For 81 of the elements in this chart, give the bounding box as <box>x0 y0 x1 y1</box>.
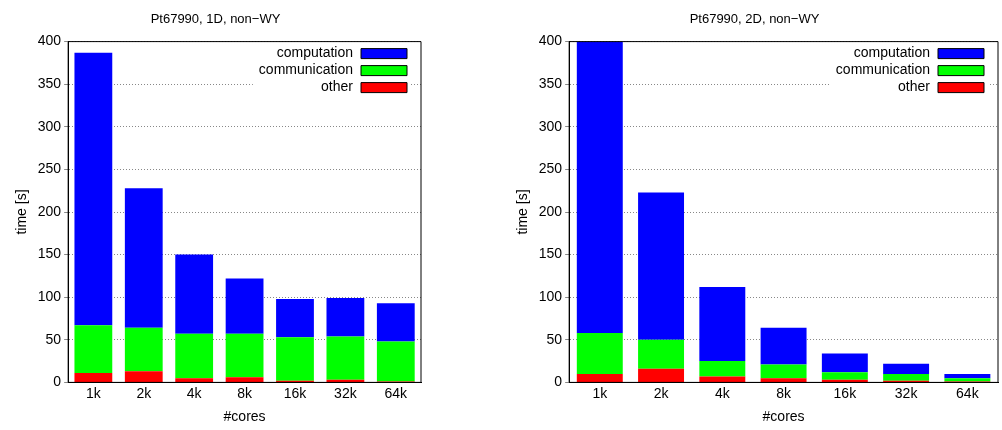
legend-label: communication <box>835 61 930 78</box>
y-tick-label: 300 <box>37 117 62 134</box>
bar <box>124 188 163 328</box>
bar <box>376 341 415 382</box>
y-tick-label: 100 <box>37 288 62 305</box>
y-tick-label: 250 <box>538 160 563 177</box>
y-tick-label: 400 <box>37 32 62 49</box>
bar <box>175 254 214 334</box>
x-tick-label: 8k <box>237 384 253 401</box>
chart-title: Pt67990, 1D, non−WY <box>150 11 281 27</box>
bar <box>821 353 868 373</box>
bar <box>760 378 807 382</box>
bar <box>74 52 113 326</box>
legend-label: other <box>898 78 931 95</box>
x-tick-label: 4k <box>186 384 203 401</box>
y-tick-label: 250 <box>37 160 62 177</box>
legend-label: computation <box>276 44 353 61</box>
bar <box>326 336 365 380</box>
bar <box>376 303 415 342</box>
bar <box>276 337 314 381</box>
bar <box>326 298 365 337</box>
bar <box>699 286 746 362</box>
y-tick-label: 150 <box>538 245 563 262</box>
chart-title: Pt67990, 2D, non−WY <box>689 11 820 27</box>
x-tick-label: 1k <box>85 384 102 401</box>
bar <box>821 379 868 382</box>
y-tick-label: 200 <box>538 202 563 219</box>
bar <box>760 327 807 365</box>
y-tick-label: 200 <box>37 202 62 219</box>
y-tick-label: 50 <box>45 330 62 347</box>
y-tick-label: 350 <box>538 75 563 92</box>
x-tick-label: 8k <box>776 384 792 401</box>
x-tick-label: 2k <box>136 384 153 401</box>
bar <box>821 372 868 380</box>
x-axis-title: #cores <box>762 408 805 425</box>
bar <box>699 361 746 377</box>
y-tick-label: 50 <box>546 330 563 347</box>
bar <box>576 41 623 333</box>
y-tick-label: 300 <box>538 117 563 134</box>
x-tick-label: 2k <box>653 384 670 401</box>
bar <box>74 325 113 374</box>
x-tick-label: 64k <box>384 384 409 401</box>
bar <box>576 373 623 382</box>
y-axis-title: time [s] <box>514 189 531 235</box>
bar <box>225 377 264 382</box>
bar <box>225 333 264 378</box>
bar <box>175 333 214 379</box>
bar <box>124 371 163 382</box>
x-tick-label: 4k <box>714 384 731 401</box>
bar <box>638 192 685 340</box>
y-tick-label: 0 <box>554 373 563 390</box>
y-axis-title: time [s] <box>13 189 30 235</box>
x-tick-label: 1k <box>592 384 609 401</box>
x-tick-label: 64k <box>956 384 980 401</box>
y-tick-label: 150 <box>37 245 62 262</box>
bar <box>276 298 314 338</box>
y-tick-label: 0 <box>53 373 62 390</box>
bar <box>74 373 113 382</box>
bar <box>225 278 264 334</box>
y-tick-label: 350 <box>37 75 62 92</box>
x-tick-label: 32k <box>894 384 919 401</box>
bar <box>124 327 163 372</box>
y-tick-label: 400 <box>538 32 563 49</box>
bar <box>175 378 214 382</box>
x-tick-label: 16k <box>283 384 308 401</box>
bar <box>944 373 991 379</box>
bar <box>638 339 685 369</box>
bar <box>760 364 807 379</box>
x-tick-label: 32k <box>334 384 358 401</box>
x-tick-label: 16k <box>833 384 858 401</box>
bar <box>699 376 746 382</box>
bar <box>326 379 365 382</box>
bar <box>576 332 623 374</box>
legend-label: communication <box>258 61 353 78</box>
legend-label: computation <box>853 44 930 61</box>
x-axis-title: #cores <box>223 408 266 425</box>
bar <box>883 363 930 374</box>
legend-label: other <box>321 78 354 95</box>
bar <box>883 373 930 381</box>
y-tick-label: 100 <box>538 288 563 305</box>
bar <box>638 368 685 382</box>
